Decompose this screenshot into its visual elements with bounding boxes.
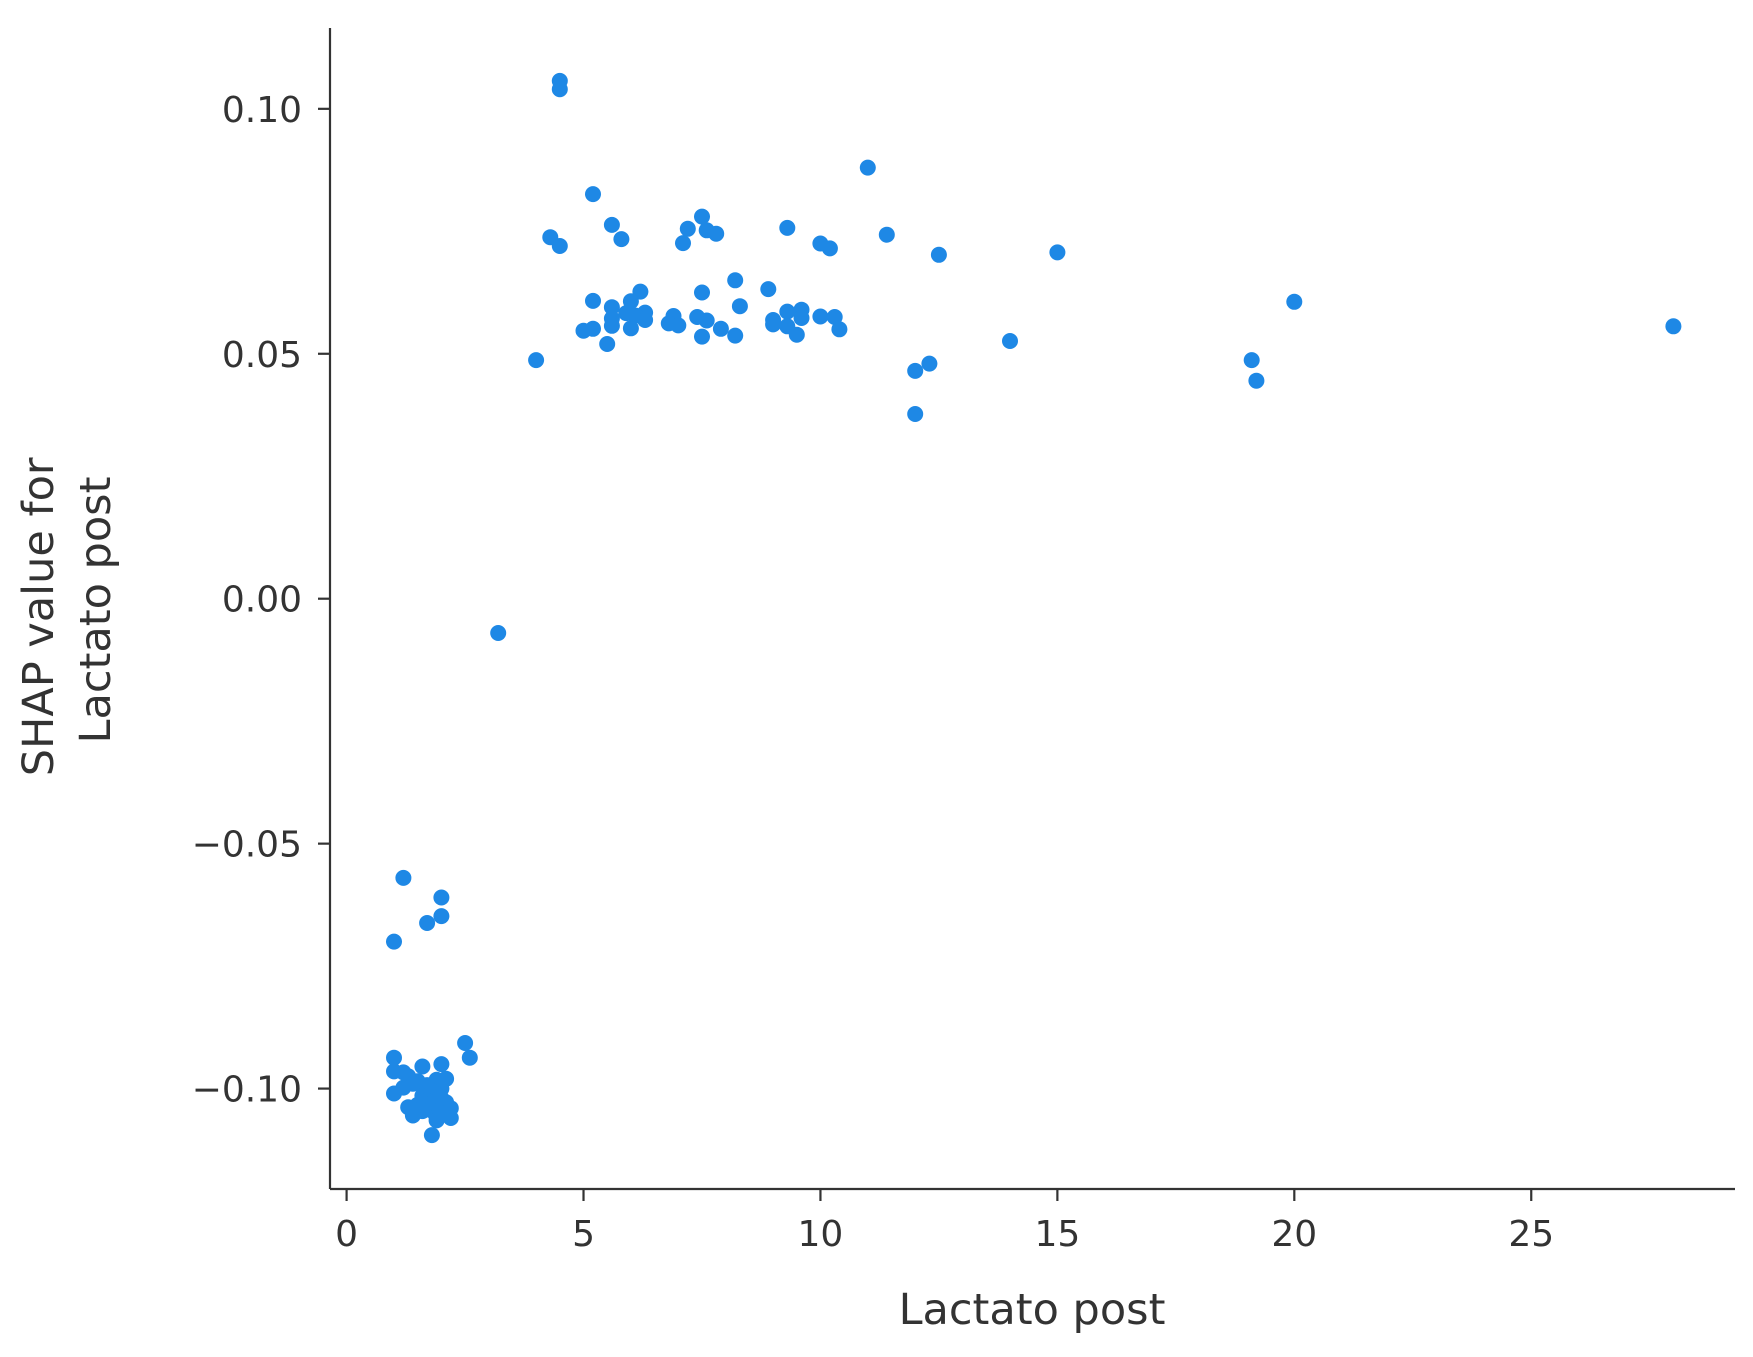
data-point-70 [457, 1035, 474, 1051]
data-point-16 [821, 240, 838, 257]
data-point-86 [386, 1085, 402, 1102]
data-point-66 [433, 889, 450, 906]
data-point-63 [907, 406, 924, 422]
y-axis-title: SHAP value for Lactato post [14, 444, 121, 777]
points-layer [386, 72, 1682, 1144]
x-tick-label-5: 25 [1508, 1214, 1554, 1255]
data-point-22 [694, 284, 710, 301]
data-point-49 [712, 320, 729, 337]
data-point-61 [907, 362, 924, 379]
data-point-46 [1665, 318, 1682, 335]
data-point-38 [793, 310, 810, 326]
x-tick-label-0: 0 [335, 1214, 358, 1255]
y-tick-label-4: −0.10 [192, 1070, 302, 1111]
y-axis-title-line-2: Lactato post [71, 477, 121, 744]
data-point-73 [433, 1056, 450, 1073]
data-point-5 [603, 216, 620, 233]
data-point-67 [433, 908, 450, 925]
data-point-44 [670, 317, 687, 334]
y-tick-label-0: 0.10 [222, 90, 302, 131]
data-point-41 [698, 312, 715, 329]
data-point-53 [788, 326, 805, 343]
y-axis-title-line-1: SHAP value for [14, 457, 64, 776]
data-point-4 [694, 208, 710, 225]
x-tick-label-3: 15 [1034, 1214, 1080, 1255]
data-point-19 [727, 272, 744, 289]
data-point-68 [419, 915, 436, 931]
data-point-52 [575, 322, 592, 339]
data-point-51 [831, 321, 848, 338]
data-point-101 [404, 1107, 421, 1124]
data-point-13 [675, 235, 691, 252]
x-tick-label-2: 10 [798, 1214, 844, 1255]
data-point-45 [603, 317, 620, 334]
data-point-26 [603, 299, 620, 316]
data-point-27 [731, 298, 748, 315]
data-point-43 [765, 316, 782, 333]
data-point-69 [386, 933, 402, 950]
y-tick-label-3: −0.05 [192, 825, 302, 866]
data-point-7 [779, 219, 796, 236]
data-point-9 [708, 225, 725, 242]
data-point-48 [622, 320, 639, 337]
x-axis-title: Lactato post [899, 1285, 1166, 1335]
data-point-12 [613, 231, 630, 248]
data-point-39 [637, 312, 654, 328]
data-point-18 [930, 246, 947, 263]
data-point-57 [599, 336, 616, 352]
data-point-6 [679, 220, 696, 237]
y-ticks: 0.10 0.05 0.00 −0.05 −0.10 [192, 90, 330, 1111]
data-point-59 [1243, 352, 1260, 369]
data-point-35 [812, 308, 829, 325]
data-point-54 [727, 327, 744, 344]
data-point-72 [386, 1049, 402, 1066]
data-point-36 [826, 309, 843, 325]
data-point-3 [585, 186, 601, 203]
data-point-64 [490, 625, 507, 641]
data-point-29 [779, 303, 796, 320]
data-point-65 [395, 869, 412, 886]
y-tick-label-1: 0.05 [222, 335, 302, 376]
y-tick-label-2: 0.00 [222, 580, 302, 621]
data-point-56 [1002, 333, 1018, 349]
data-point-62 [1248, 372, 1265, 389]
data-point-2 [859, 159, 876, 176]
data-point-58 [528, 352, 545, 369]
data-point-104 [428, 1112, 445, 1129]
data-point-25 [1286, 293, 1303, 310]
x-ticks: 0 5 10 15 20 25 [335, 1189, 1554, 1255]
data-point-15 [551, 238, 568, 254]
x-tick-label-1: 5 [572, 1214, 595, 1255]
data-point-60 [921, 355, 938, 372]
data-point-23 [585, 292, 601, 309]
x-tick-label-4: 20 [1271, 1214, 1317, 1255]
data-point-105 [423, 1127, 440, 1144]
data-point-17 [1049, 244, 1066, 261]
data-point-20 [760, 281, 777, 298]
data-point-103 [442, 1110, 459, 1126]
data-point-1 [551, 81, 568, 98]
data-point-55 [694, 328, 710, 345]
data-point-71 [461, 1049, 478, 1066]
data-point-10 [878, 226, 895, 243]
data-point-74 [414, 1058, 431, 1075]
